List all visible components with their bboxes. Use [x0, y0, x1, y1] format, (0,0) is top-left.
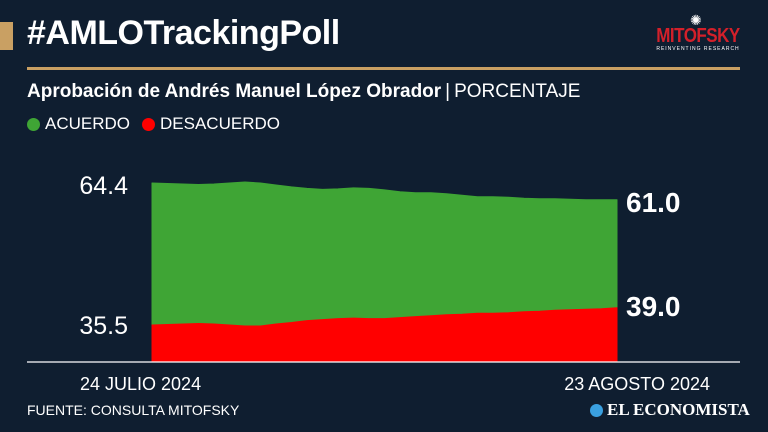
el-economista-logo: EL ECONOMISTA — [590, 400, 750, 420]
end-label-acuerdo: 61.0 — [626, 187, 681, 218]
logo-tagline: REINVENTING RESEARCH — [656, 46, 740, 52]
page-title: #AMLOTrackingPoll — [27, 14, 340, 52]
area-desacuerdo — [151, 307, 618, 363]
x-end-label: 23 AGOSTO 2024 — [564, 374, 710, 394]
legend-label: DESACUERDO — [160, 114, 280, 133]
legend-dot — [27, 117, 40, 131]
subtitle-unit: PORCENTAJE — [454, 81, 581, 102]
accent-bar — [0, 22, 13, 50]
x-start-label: 24 JULIO 2024 — [80, 374, 201, 394]
legend-item-desacuerdo: DESACUERDO — [142, 114, 280, 134]
legend-dot — [142, 117, 156, 131]
logo-name: MITOFSKY — [656, 24, 740, 47]
legend-label: ACUERDO — [45, 114, 131, 133]
logo-mark-icon: ✺ — [690, 12, 702, 28]
globe-icon — [590, 403, 603, 417]
source-note: FUENTE: CONSULTA MITOFSKY — [27, 402, 240, 418]
start-label-desacuerdo: 35.5 — [79, 312, 128, 340]
subtitle-main: Aprobación de Andrés Manuel López Obrado… — [27, 81, 442, 102]
start-label-acuerdo: 64.4 — [79, 172, 128, 200]
subtitle-separator: | — [445, 81, 451, 102]
divider — [27, 67, 740, 70]
legend-item-acuerdo: ACUERDO — [27, 114, 130, 134]
chart-subtitle: Aprobación de Andrés Manuel López Obrado… — [27, 81, 580, 103]
brand-name: EL ECONOMISTA — [607, 400, 750, 419]
mitofsky-logo: ✺ MITOFSKY REINVENTING RESEARCH — [652, 12, 744, 52]
legend: ACUERDO DESACUERDO — [27, 114, 280, 134]
end-label-desacuerdo: 39.0 — [626, 291, 681, 322]
